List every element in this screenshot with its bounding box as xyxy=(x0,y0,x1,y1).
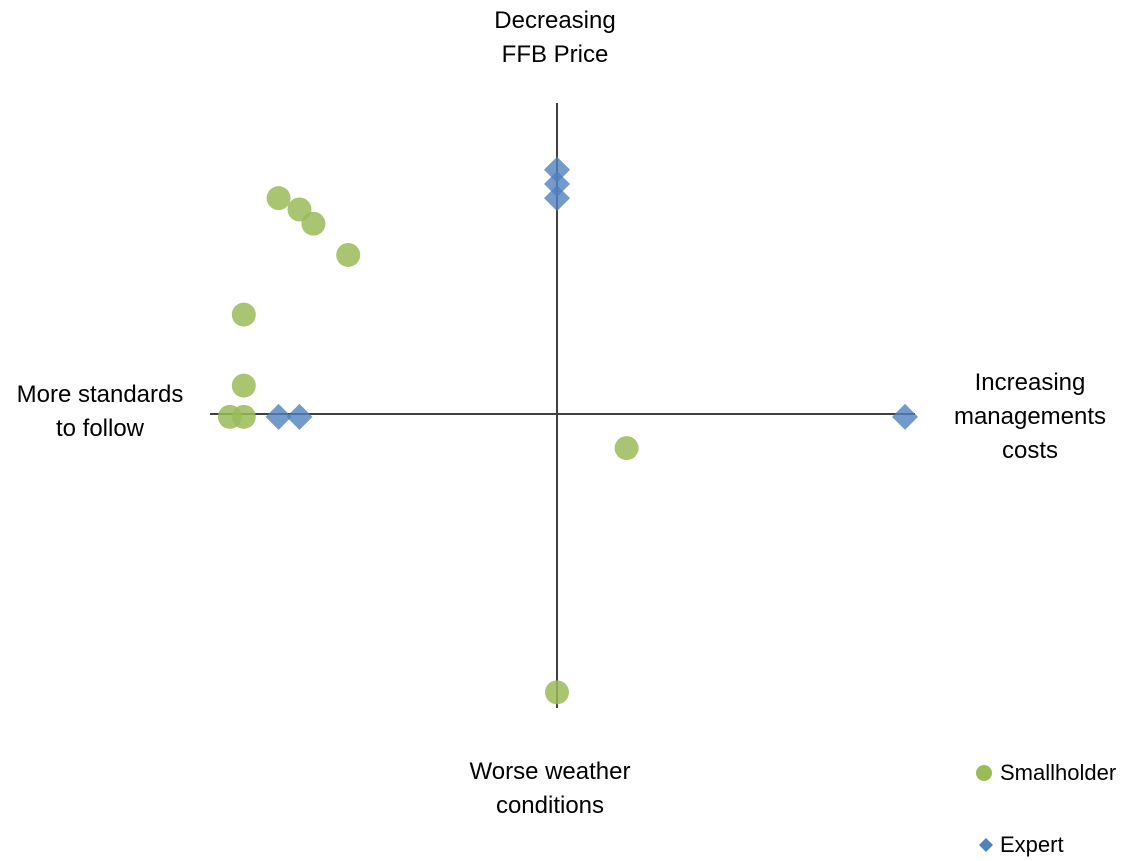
legend-label-smallholder: Smallholder xyxy=(1000,760,1117,785)
pole-label-right: Increasing managements costs xyxy=(953,369,1107,464)
expert-point-2 xyxy=(544,185,570,212)
legend-circle-marker xyxy=(976,765,992,781)
smallholder-point-4 xyxy=(231,302,256,327)
legend-label-expert: Expert xyxy=(1000,832,1064,857)
expert-point-3 xyxy=(265,403,292,430)
pole-label-top: Decreasing FFB Price xyxy=(494,7,616,68)
smallholder-point-7 xyxy=(231,404,256,429)
smallholder-point-0 xyxy=(266,186,291,211)
expert-point-1 xyxy=(544,170,570,197)
expert-point-5 xyxy=(892,403,918,430)
pole-label-bottom: Worse weather conditions xyxy=(469,758,631,819)
expert-point-4 xyxy=(286,403,313,430)
legend-item-smallholder: Smallholder xyxy=(974,760,1116,786)
data-marks xyxy=(217,156,918,705)
smallholder-point-3 xyxy=(336,242,361,267)
expert-point-0 xyxy=(544,156,570,183)
smallholder-point-8 xyxy=(614,436,639,461)
legend-item-expert: Expert xyxy=(978,832,1064,858)
smallholder-point-2 xyxy=(301,211,326,236)
legend-diamond-marker xyxy=(979,838,993,852)
smallholder-point-9 xyxy=(545,680,569,705)
pole-label-left: More standards to follow xyxy=(16,381,184,442)
smallholder-point-5 xyxy=(231,373,256,398)
